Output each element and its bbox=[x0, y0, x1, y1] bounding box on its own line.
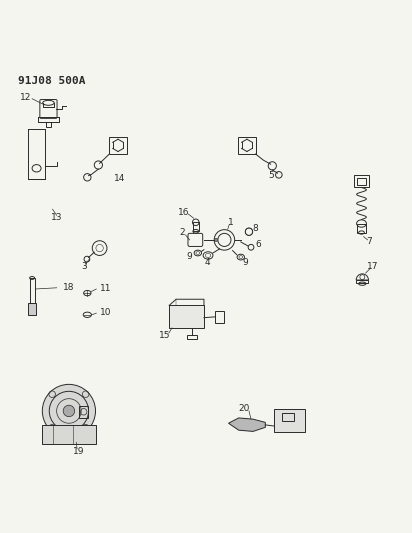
Text: 16: 16 bbox=[178, 207, 189, 216]
Text: 9: 9 bbox=[242, 259, 248, 268]
Text: 10: 10 bbox=[100, 308, 111, 317]
Text: 15: 15 bbox=[159, 331, 171, 340]
Text: 19: 19 bbox=[73, 447, 84, 456]
Bar bbox=[356, 280, 368, 283]
Bar bbox=[358, 223, 365, 232]
Bar bbox=[187, 335, 197, 340]
Circle shape bbox=[63, 405, 75, 417]
Bar bbox=[274, 408, 305, 432]
Bar bbox=[28, 303, 36, 315]
Bar bbox=[46, 122, 52, 127]
Text: 20: 20 bbox=[239, 404, 250, 413]
Text: 11: 11 bbox=[100, 284, 111, 293]
Bar bbox=[193, 222, 199, 231]
Text: 8: 8 bbox=[252, 224, 258, 233]
Bar bbox=[42, 425, 96, 443]
Polygon shape bbox=[229, 418, 265, 431]
Bar bbox=[30, 278, 35, 303]
Text: 12: 12 bbox=[20, 93, 32, 102]
Text: 1: 1 bbox=[228, 218, 234, 227]
Bar bbox=[238, 137, 255, 154]
Bar bbox=[79, 406, 88, 418]
Circle shape bbox=[42, 384, 96, 438]
Text: 4: 4 bbox=[204, 258, 210, 267]
Text: 14: 14 bbox=[115, 174, 126, 183]
Bar bbox=[282, 413, 294, 421]
Bar bbox=[357, 177, 366, 185]
Text: 91J08 500A: 91J08 500A bbox=[18, 76, 85, 86]
Text: 5: 5 bbox=[269, 171, 274, 180]
Bar bbox=[354, 175, 369, 187]
Text: 17: 17 bbox=[367, 262, 378, 271]
Bar bbox=[110, 137, 126, 154]
Text: 9: 9 bbox=[187, 252, 192, 261]
Text: 18: 18 bbox=[63, 283, 74, 292]
Text: 2: 2 bbox=[180, 228, 185, 237]
Text: 6: 6 bbox=[255, 240, 261, 249]
Text: 3: 3 bbox=[82, 262, 87, 271]
Bar bbox=[169, 305, 204, 328]
Text: 7: 7 bbox=[366, 237, 372, 246]
Bar bbox=[215, 311, 225, 322]
Text: 13: 13 bbox=[51, 213, 62, 222]
Ellipse shape bbox=[215, 238, 218, 241]
